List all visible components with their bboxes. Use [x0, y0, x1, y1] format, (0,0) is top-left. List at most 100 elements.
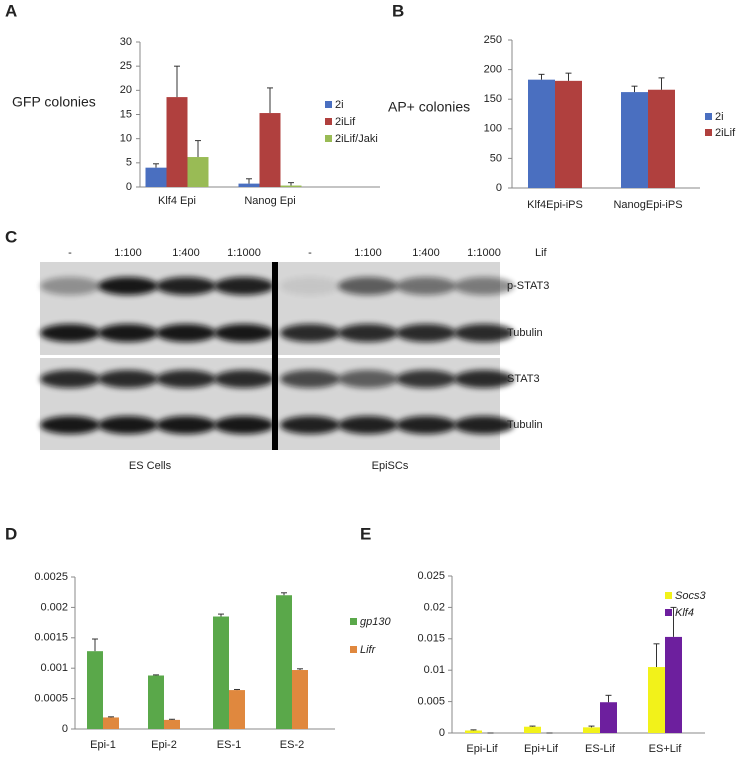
error-bar	[281, 592, 287, 596]
y-tick-label: 150	[484, 93, 502, 105]
x-tick-label: Nanog Epi	[244, 195, 295, 207]
legend-label: Klf4	[675, 607, 694, 619]
legend-label: Lifr	[360, 644, 377, 656]
y-tick-label: 100	[484, 123, 502, 135]
blot-band	[156, 416, 216, 434]
blot-band	[98, 324, 158, 342]
bar	[276, 595, 292, 729]
error-bar	[169, 718, 175, 720]
strip-gap	[40, 355, 500, 358]
bar	[238, 183, 260, 187]
panel-letter: D	[5, 524, 17, 543]
blot-band	[280, 324, 340, 342]
lane-label: 1:100	[354, 247, 382, 259]
legend-swatch	[325, 135, 332, 142]
bar	[292, 670, 308, 729]
blot-band	[338, 324, 398, 342]
x-tick-label: Epi-Lif	[466, 743, 498, 755]
blot-band	[98, 370, 158, 388]
y-axis-label: GFP colonies	[12, 94, 96, 110]
bar	[528, 79, 555, 188]
blot-band	[214, 324, 274, 342]
blot-band	[454, 416, 514, 434]
bar	[600, 702, 617, 733]
error-bar	[588, 725, 595, 728]
blot-band	[214, 277, 274, 295]
blot-band	[156, 324, 216, 342]
legend-label: 2iLif/Jaki	[335, 133, 378, 145]
y-tick-label: 0.001	[40, 662, 68, 674]
legend-label: Socs3	[675, 590, 706, 602]
blot-band	[40, 370, 100, 388]
blot-band	[338, 277, 398, 295]
y-tick-label: 10	[120, 133, 132, 145]
y-tick-label: 0.025	[417, 570, 445, 582]
error-bar	[195, 140, 201, 158]
panel-letter: E	[360, 524, 371, 543]
bar	[465, 730, 482, 733]
y-tick-label: 0.015	[417, 633, 445, 645]
y-tick-label: 0.002	[40, 601, 68, 613]
y-tick-label: 0.0025	[34, 571, 68, 583]
legend-swatch	[705, 113, 712, 120]
blot-band	[156, 370, 216, 388]
legend-swatch	[350, 618, 357, 625]
blot-band	[396, 324, 456, 342]
error-bar	[108, 716, 114, 718]
blot-band	[454, 277, 514, 295]
legend-label: 2iLif	[715, 127, 736, 139]
bar	[229, 690, 245, 729]
y-tick-label: 250	[484, 34, 502, 46]
error-bar	[538, 73, 545, 80]
y-tick-label: 0.02	[424, 601, 445, 613]
error-bar	[218, 613, 224, 617]
error-bar	[234, 688, 240, 691]
divider	[272, 262, 278, 450]
bar	[280, 185, 302, 187]
bar	[555, 80, 582, 188]
lane-label: -	[68, 247, 72, 259]
y-tick-label: 5	[126, 157, 132, 169]
error-bar	[529, 725, 536, 727]
error-bar	[631, 85, 638, 93]
y-tick-label: 0	[126, 181, 132, 193]
blot-band	[214, 416, 274, 434]
group-label: EpiSCs	[372, 460, 409, 472]
blot-band	[338, 416, 398, 434]
x-tick-label: ES+Lif	[649, 743, 683, 755]
y-tick-label: 15	[120, 108, 132, 120]
panel-letter: A	[5, 1, 17, 20]
lane-label: 1:400	[412, 247, 440, 259]
x-tick-label: NanogEpi-iPS	[613, 199, 682, 211]
y-axis-label: AP+ colonies	[388, 99, 470, 115]
blot-band	[98, 416, 158, 434]
bar	[665, 636, 682, 733]
bar	[187, 157, 209, 187]
blot-band	[40, 324, 100, 342]
blot-band	[396, 277, 456, 295]
error-bar	[653, 643, 660, 668]
y-tick-label: 50	[490, 152, 502, 164]
x-tick-label: ES-Lif	[585, 743, 616, 755]
y-tick-label: 0	[439, 727, 445, 739]
x-tick-label: Klf4Epi-iPS	[527, 199, 583, 211]
y-tick-label: 0	[496, 182, 502, 194]
error-bar	[658, 77, 665, 90]
blot-band	[280, 277, 340, 295]
x-tick-label: ES-1	[217, 739, 241, 751]
error-bar	[470, 729, 477, 731]
lane-label: 1:400	[172, 247, 200, 259]
error-bar	[605, 694, 612, 703]
legend-swatch	[350, 646, 357, 653]
y-tick-label: 25	[120, 60, 132, 72]
blot-band	[214, 370, 274, 388]
group-label: ES Cells	[129, 460, 172, 472]
legend-swatch	[665, 609, 672, 616]
legend-label: gp130	[360, 616, 391, 628]
legend-label: 2i	[335, 99, 344, 111]
bar	[164, 719, 180, 729]
blot-band	[396, 370, 456, 388]
bar	[648, 667, 665, 733]
bar	[648, 89, 675, 188]
